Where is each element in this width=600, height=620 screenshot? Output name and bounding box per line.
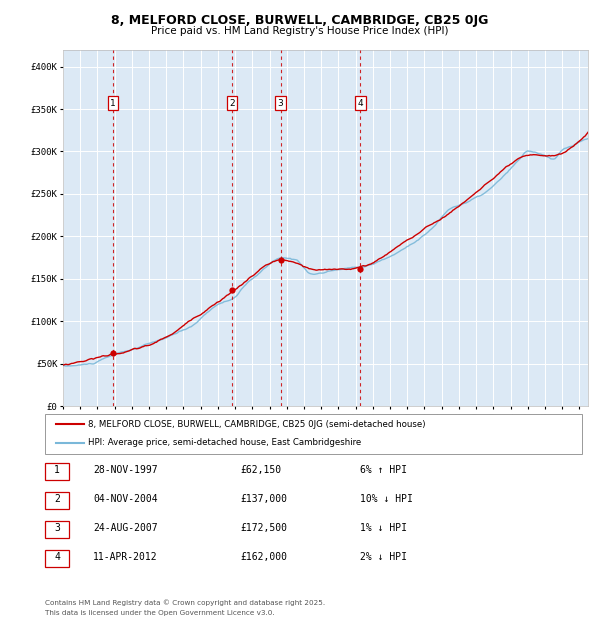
Text: 2: 2 xyxy=(54,494,60,504)
Text: 3: 3 xyxy=(54,523,60,533)
Text: 1: 1 xyxy=(110,99,116,108)
Text: Contains HM Land Registry data © Crown copyright and database right 2025.: Contains HM Land Registry data © Crown c… xyxy=(45,600,325,606)
Text: HPI: Average price, semi-detached house, East Cambridgeshire: HPI: Average price, semi-detached house,… xyxy=(88,438,361,448)
Text: 4: 4 xyxy=(358,99,363,108)
Text: £137,000: £137,000 xyxy=(240,494,287,504)
Text: 04-NOV-2004: 04-NOV-2004 xyxy=(93,494,158,504)
Text: 3: 3 xyxy=(278,99,283,108)
Text: 2: 2 xyxy=(230,99,235,108)
Text: 8, MELFORD CLOSE, BURWELL, CAMBRIDGE, CB25 0JG: 8, MELFORD CLOSE, BURWELL, CAMBRIDGE, CB… xyxy=(112,14,488,27)
Text: 28-NOV-1997: 28-NOV-1997 xyxy=(93,465,158,475)
Text: 10% ↓ HPI: 10% ↓ HPI xyxy=(360,494,413,504)
Text: 8, MELFORD CLOSE, BURWELL, CAMBRIDGE, CB25 0JG (semi-detached house): 8, MELFORD CLOSE, BURWELL, CAMBRIDGE, CB… xyxy=(88,420,426,429)
Text: £162,000: £162,000 xyxy=(240,552,287,562)
Text: 2% ↓ HPI: 2% ↓ HPI xyxy=(360,552,407,562)
Text: 4: 4 xyxy=(54,552,60,562)
Text: £62,150: £62,150 xyxy=(240,465,281,475)
Text: 1% ↓ HPI: 1% ↓ HPI xyxy=(360,523,407,533)
Text: 11-APR-2012: 11-APR-2012 xyxy=(93,552,158,562)
Text: 6% ↑ HPI: 6% ↑ HPI xyxy=(360,465,407,475)
Text: Price paid vs. HM Land Registry's House Price Index (HPI): Price paid vs. HM Land Registry's House … xyxy=(151,26,449,36)
Text: £172,500: £172,500 xyxy=(240,523,287,533)
Text: 24-AUG-2007: 24-AUG-2007 xyxy=(93,523,158,533)
Text: 1: 1 xyxy=(54,465,60,475)
Text: This data is licensed under the Open Government Licence v3.0.: This data is licensed under the Open Gov… xyxy=(45,610,275,616)
